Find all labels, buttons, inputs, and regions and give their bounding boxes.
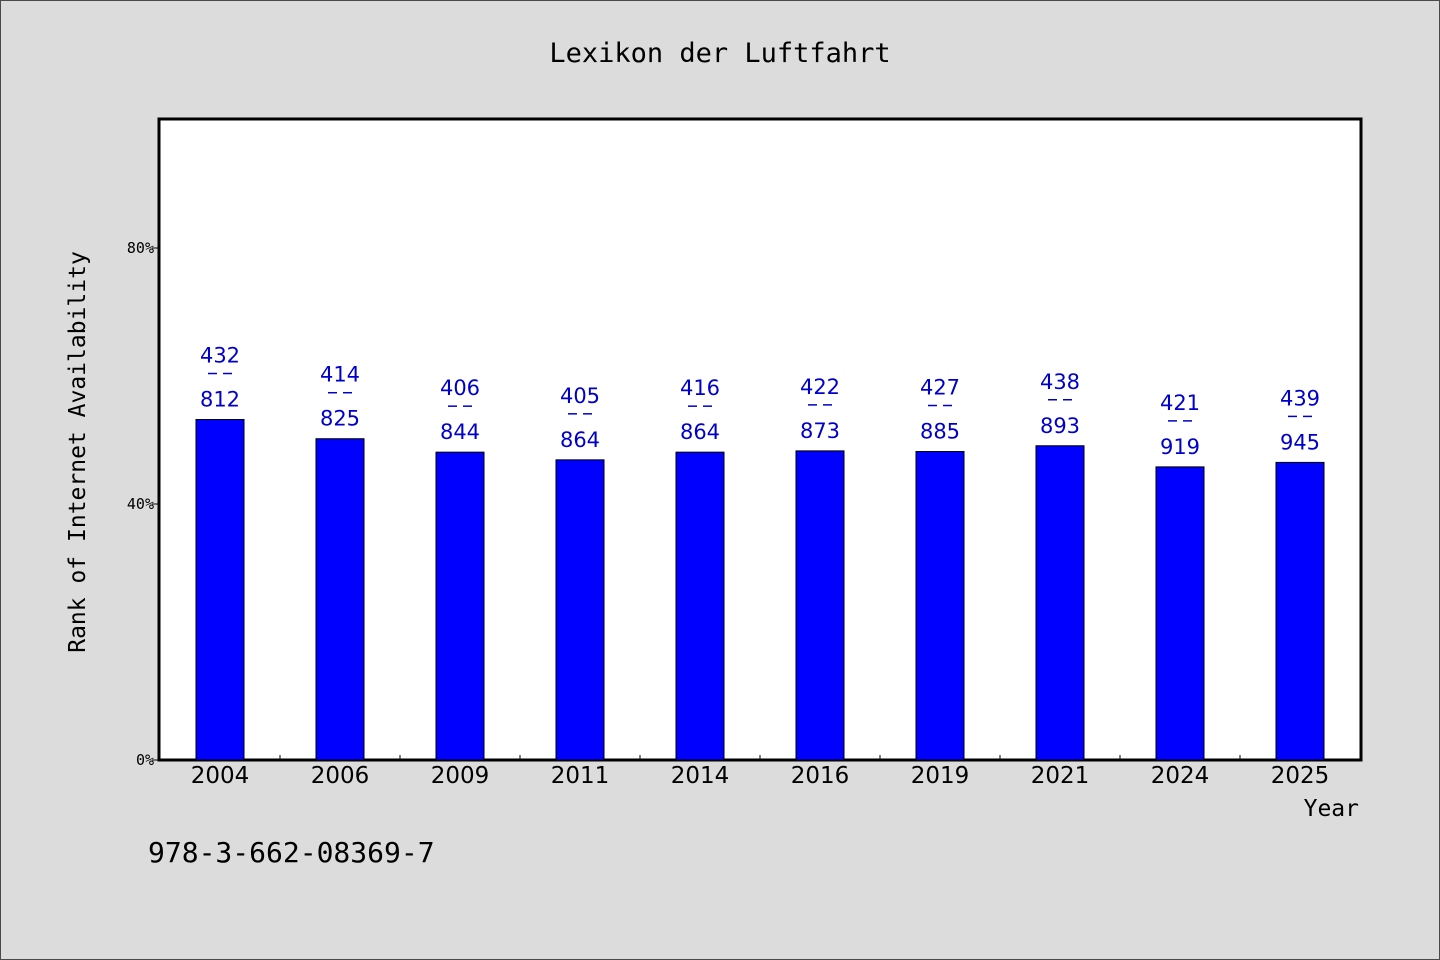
x-tick-label: 2014 (671, 763, 730, 789)
x-axis-title: Year (1304, 796, 1359, 822)
bar (1275, 461, 1325, 761)
data-label-bottom: 864 (680, 420, 720, 444)
bar (1155, 466, 1205, 761)
data-label-top: 422 (800, 375, 840, 399)
bar (315, 438, 365, 761)
data-label-top: 421 (1160, 391, 1200, 415)
data-label-bottom: 812 (200, 388, 240, 412)
x-tick-label: 2004 (191, 763, 250, 789)
y-axis-title: Rank of Internet Availability (65, 251, 91, 653)
data-label-top: 439 (1280, 386, 1320, 410)
data-label-top: 438 (1040, 370, 1080, 394)
bar (435, 451, 485, 761)
axis-ticks: 0% 40% 80% 2004 2006 2009 2011 2014 2016 2019 2021… (127, 239, 1329, 789)
data-label-top: 406 (440, 376, 480, 400)
data-label-bottom: 945 (1280, 430, 1320, 454)
bars-group (195, 419, 1325, 761)
data-labels-group: 432 812 414 825 406 844 405 864 416 864 422 873 427 8… (200, 344, 1320, 459)
x-tick-label: 2025 (1271, 763, 1330, 789)
x-tick-label: 2024 (1151, 763, 1210, 789)
x-tick-label: 2006 (311, 763, 370, 789)
bar (555, 459, 605, 761)
bar (195, 419, 245, 761)
x-tick-label: 2021 (1031, 763, 1090, 789)
data-label-bottom: 885 (920, 420, 960, 444)
data-label-bottom: 919 (1160, 435, 1200, 459)
chart-title: Lexikon der Luftfahrt (549, 38, 890, 69)
y-tick-label: 40% (127, 495, 154, 513)
data-label-top: 416 (680, 376, 720, 400)
data-label-bottom: 873 (800, 419, 840, 443)
x-tick-label: 2009 (431, 763, 490, 789)
data-label-top: 427 (920, 376, 960, 400)
data-label-top: 432 (200, 344, 240, 368)
bar (675, 451, 725, 761)
data-label-bottom: 825 (320, 407, 360, 431)
data-label-bottom: 864 (560, 428, 600, 452)
isbn-footnote: 978-3-662-08369-7 (148, 836, 435, 869)
data-label-top: 414 (320, 363, 360, 387)
bar (915, 451, 965, 761)
y-tick-label: 0% (136, 751, 154, 769)
bar (1035, 445, 1085, 761)
x-tick-label: 2011 (551, 763, 610, 789)
y-tick-label: 80% (127, 239, 154, 257)
data-label-bottom: 893 (1040, 414, 1080, 438)
x-tick-label: 2019 (911, 763, 970, 789)
bar (795, 450, 845, 761)
data-label-top: 405 (560, 384, 600, 408)
data-label-bottom: 844 (440, 420, 480, 444)
x-tick-label: 2016 (791, 763, 850, 789)
